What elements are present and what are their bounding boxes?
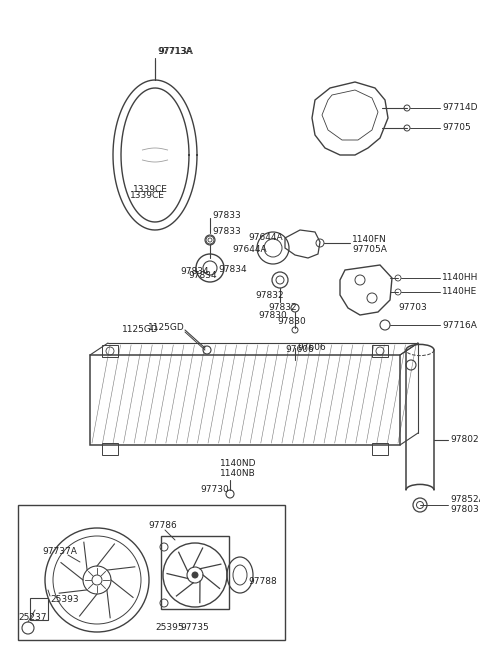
Text: 97802: 97802 bbox=[450, 436, 479, 445]
Bar bbox=[102, 345, 118, 357]
Text: 97644A: 97644A bbox=[248, 233, 283, 242]
Text: 97705: 97705 bbox=[442, 124, 471, 132]
Bar bbox=[102, 443, 118, 455]
Text: 97713A: 97713A bbox=[158, 48, 193, 56]
Text: 97786: 97786 bbox=[148, 521, 177, 531]
Bar bbox=[18, 505, 285, 640]
Bar bbox=[90, 355, 400, 445]
Text: 97834: 97834 bbox=[218, 265, 247, 274]
Text: 97834: 97834 bbox=[188, 271, 216, 280]
Text: 1140NB: 1140NB bbox=[220, 468, 256, 477]
Text: 25237: 25237 bbox=[18, 612, 47, 622]
Bar bbox=[161, 536, 229, 609]
Text: 97606: 97606 bbox=[297, 343, 326, 352]
Bar bbox=[372, 443, 388, 455]
Text: 97735: 97735 bbox=[180, 624, 209, 633]
Text: 25395: 25395 bbox=[155, 624, 184, 633]
Text: 97705A: 97705A bbox=[352, 244, 387, 253]
Bar bbox=[372, 345, 388, 357]
Text: 1140FN: 1140FN bbox=[352, 234, 387, 244]
Text: 97606: 97606 bbox=[285, 345, 314, 354]
Text: 1339CE: 1339CE bbox=[130, 191, 165, 200]
Text: 97730: 97730 bbox=[200, 485, 229, 493]
Text: 97713A: 97713A bbox=[157, 48, 192, 56]
Text: 1125GD: 1125GD bbox=[122, 326, 159, 335]
Text: 97644A: 97644A bbox=[232, 246, 266, 255]
Text: 1140ND: 1140ND bbox=[220, 458, 256, 468]
Text: 97803: 97803 bbox=[450, 506, 479, 514]
Text: 97703: 97703 bbox=[398, 303, 427, 312]
Text: 1339CE: 1339CE bbox=[133, 185, 168, 195]
Text: 97737A: 97737A bbox=[42, 548, 77, 557]
Text: 97830: 97830 bbox=[277, 318, 306, 326]
Text: 97714D: 97714D bbox=[442, 103, 478, 113]
Text: 1140HH: 1140HH bbox=[442, 274, 479, 282]
Text: 25393: 25393 bbox=[50, 595, 79, 605]
Text: 97716A: 97716A bbox=[442, 320, 477, 329]
Text: 97833: 97833 bbox=[212, 210, 241, 219]
Text: 97852A: 97852A bbox=[450, 495, 480, 504]
Text: 1140HE: 1140HE bbox=[442, 288, 477, 297]
Text: 97834: 97834 bbox=[180, 267, 209, 276]
Text: 1125GD: 1125GD bbox=[148, 324, 185, 333]
Text: 97832: 97832 bbox=[255, 291, 284, 299]
Text: 97830: 97830 bbox=[258, 310, 287, 320]
Bar bbox=[30, 598, 48, 620]
Text: 97832: 97832 bbox=[268, 303, 297, 312]
Circle shape bbox=[192, 572, 198, 578]
Text: 97788: 97788 bbox=[248, 578, 277, 586]
Text: 97833: 97833 bbox=[212, 227, 241, 236]
